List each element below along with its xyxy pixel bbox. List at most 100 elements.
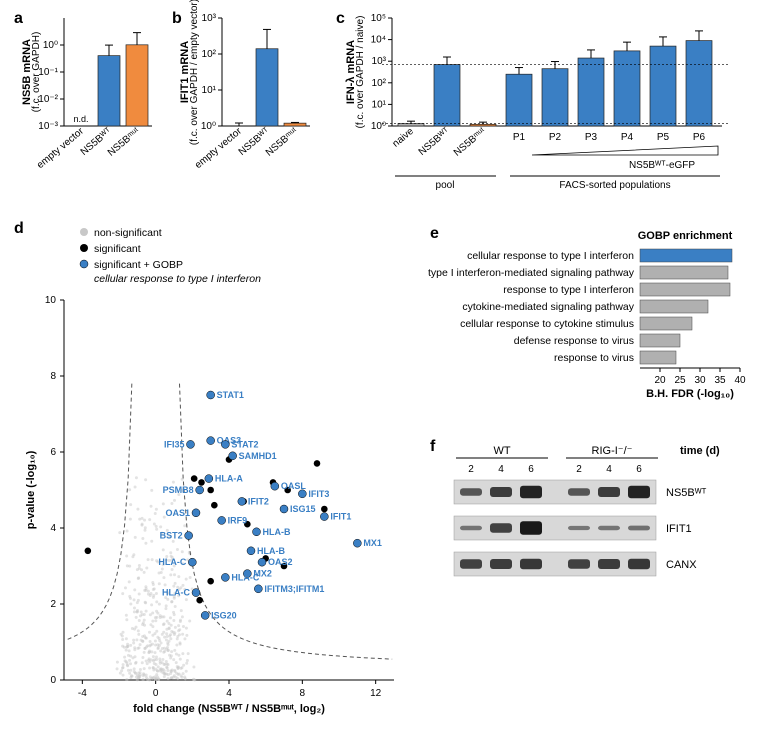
svg-text:MX1: MX1 — [363, 538, 382, 548]
svg-text:IFIT2: IFIT2 — [248, 496, 269, 506]
svg-text:HLA-C: HLA-C — [231, 572, 259, 582]
panel-c-chart: 10⁰10¹10²10³10⁴10⁵ IFN-λ mRNA (f.c. over… — [336, 10, 746, 210]
svg-text:GOBP enrichment: GOBP enrichment — [638, 230, 733, 242]
panel-e-chart: GOBP enrichment cellular response to typ… — [430, 225, 750, 415]
panel-f-label: f — [430, 438, 435, 456]
svg-text:4: 4 — [606, 464, 612, 475]
svg-text:HLA-A: HLA-A — [215, 474, 243, 484]
svg-text:4: 4 — [226, 688, 232, 699]
svg-text:2: 2 — [468, 464, 474, 475]
svg-text:8: 8 — [300, 688, 306, 699]
svg-text:IFIT3: IFIT3 — [308, 489, 329, 499]
svg-text:6: 6 — [636, 464, 642, 475]
svg-text:IFIT1: IFIT1 — [666, 523, 692, 535]
svg-text:(f.c. over GAPDH / naive): (f.c. over GAPDH / naive) — [355, 16, 366, 129]
svg-text:STAT1: STAT1 — [217, 390, 244, 400]
svg-text:NS5Bᵐᵘᵗ: NS5Bᵐᵘᵗ — [264, 126, 300, 159]
svg-text:20: 20 — [654, 375, 666, 386]
panel-c-label: c — [336, 10, 345, 28]
svg-text:cellular response to type I in: cellular response to type I interferon — [94, 273, 261, 285]
svg-text:4: 4 — [498, 464, 504, 475]
svg-text:type I interferon-mediated sig: type I interferon-mediated signaling pat… — [428, 267, 635, 279]
svg-text:naive: naive — [391, 126, 417, 150]
svg-text:significant: significant — [94, 243, 141, 255]
svg-text:SAMHD1: SAMHD1 — [239, 451, 277, 461]
svg-text:PSMB8: PSMB8 — [163, 485, 194, 495]
svg-text:non-significant: non-significant — [94, 227, 162, 239]
svg-text:6: 6 — [50, 447, 56, 458]
svg-text:10⁰: 10⁰ — [201, 121, 216, 132]
svg-text:10²: 10² — [372, 78, 387, 89]
svg-text:0: 0 — [153, 688, 159, 699]
svg-text:4: 4 — [50, 523, 56, 534]
svg-text:P1: P1 — [513, 132, 526, 143]
svg-text:10¹: 10¹ — [372, 99, 387, 110]
svg-text:RIG-I⁻/⁻: RIG-I⁻/⁻ — [592, 445, 633, 457]
svg-text:10⁰: 10⁰ — [371, 121, 386, 132]
svg-text:HLA-B: HLA-B — [257, 546, 285, 556]
svg-text:STAT2: STAT2 — [231, 439, 258, 449]
svg-text:NS5Bᵂᵀ: NS5Bᵂᵀ — [417, 125, 453, 157]
svg-text:10⁴: 10⁴ — [371, 35, 386, 46]
svg-text:P3: P3 — [585, 132, 598, 143]
svg-text:CANX: CANX — [666, 559, 697, 571]
svg-text:IFI35: IFI35 — [164, 439, 185, 449]
svg-text:pool: pool — [436, 180, 455, 191]
svg-text:0: 0 — [50, 675, 56, 686]
svg-text:10⁵: 10⁵ — [371, 13, 386, 24]
svg-text:IFITM3;IFITM1: IFITM3;IFITM1 — [264, 584, 324, 594]
svg-text:IFIT1: IFIT1 — [330, 512, 351, 522]
svg-text:-4: -4 — [78, 688, 87, 699]
svg-text:10¹: 10¹ — [202, 85, 217, 96]
svg-text:IRF9: IRF9 — [228, 515, 248, 525]
svg-text:P6: P6 — [693, 132, 706, 143]
yticks-a: 10⁻³ 10⁻² 10⁻¹ 10⁰ — [38, 40, 64, 132]
panel-b-label: b — [172, 10, 182, 28]
svg-text:HLA-C: HLA-C — [162, 588, 190, 598]
svg-text:40: 40 — [734, 375, 746, 386]
svg-text:HLA-B: HLA-B — [263, 527, 291, 537]
svg-text:10³: 10³ — [372, 56, 387, 67]
svg-text:time (d): time (d) — [680, 445, 720, 457]
svg-text:cellular response to type I in: cellular response to type I interferon — [467, 250, 634, 262]
svg-text:n.d.: n.d. — [73, 114, 88, 124]
svg-text:WT: WT — [493, 445, 510, 457]
svg-text:response to type I interferon: response to type I interferon — [503, 284, 634, 296]
svg-text:30: 30 — [694, 375, 706, 386]
svg-text:P4: P4 — [621, 132, 634, 143]
svg-text:25: 25 — [674, 375, 686, 386]
svg-text:NS5Bᵐᵘᵗ: NS5Bᵐᵘᵗ — [452, 126, 488, 159]
svg-text:NS5Bᵂᵀ: NS5Bᵂᵀ — [666, 487, 707, 499]
svg-text:2: 2 — [50, 599, 56, 610]
svg-text:cellular response to cytokine: cellular response to cytokine stimulus — [460, 318, 634, 330]
svg-text:12: 12 — [370, 688, 382, 699]
svg-text:ISG20: ISG20 — [211, 610, 237, 620]
svg-text:10²: 10² — [202, 49, 217, 60]
svg-text:10⁻³: 10⁻³ — [38, 121, 58, 132]
svg-text:P2: P2 — [549, 132, 562, 143]
svg-text:NS5Bᵂᵀ-eGFP: NS5Bᵂᵀ-eGFP — [629, 160, 695, 171]
panel-f-blot: WT RIG-I⁻/⁻ time (d) 246246 NS5BᵂᵀIFIT1C… — [430, 438, 750, 608]
svg-text:6: 6 — [528, 464, 534, 475]
panel-d-chart: non-significant significant significant … — [14, 220, 414, 720]
svg-text:P5: P5 — [657, 132, 670, 143]
svg-text:fold change (NS5Bᵂᵀ / NS5Bᵐᵘᵗ,: fold change (NS5Bᵂᵀ / NS5Bᵐᵘᵗ, log₂) — [133, 703, 325, 715]
svg-text:defense response to virus: defense response to virus — [514, 335, 634, 347]
svg-text:8: 8 — [50, 371, 56, 382]
panel-a-chart: 10⁻³ 10⁻² 10⁻¹ 10⁰ NS5B mRNA (f.c. over … — [14, 10, 162, 186]
svg-text:HLA-C: HLA-C — [158, 557, 186, 567]
svg-text:OAS2: OAS2 — [268, 557, 293, 567]
svg-text:10³: 10³ — [202, 13, 217, 24]
svg-text:10: 10 — [45, 295, 57, 306]
svg-text:B.H. FDR (-log₁₀): B.H. FDR (-log₁₀) — [646, 388, 734, 400]
svg-text:NS5Bᵐᵘᵗ: NS5Bᵐᵘᵗ — [106, 126, 142, 159]
svg-text:response to virus: response to virus — [554, 352, 634, 364]
panel-b-chart: 10⁰ 10¹ 10² 10³ IFIT1 mRNA (f.c. over GA… — [172, 10, 320, 186]
svg-text:significant + GOBP: significant + GOBP — [94, 259, 183, 271]
panel-a-label: a — [14, 10, 23, 28]
svg-text:10⁰: 10⁰ — [43, 40, 58, 51]
svg-text:cytokine-mediated signaling pa: cytokine-mediated signaling pathway — [462, 301, 634, 313]
svg-text:OAS1: OAS1 — [165, 508, 190, 518]
svg-text:(f.c. over GAPDH): (f.c. over GAPDH) — [31, 32, 42, 113]
svg-text:BST2: BST2 — [160, 531, 183, 541]
